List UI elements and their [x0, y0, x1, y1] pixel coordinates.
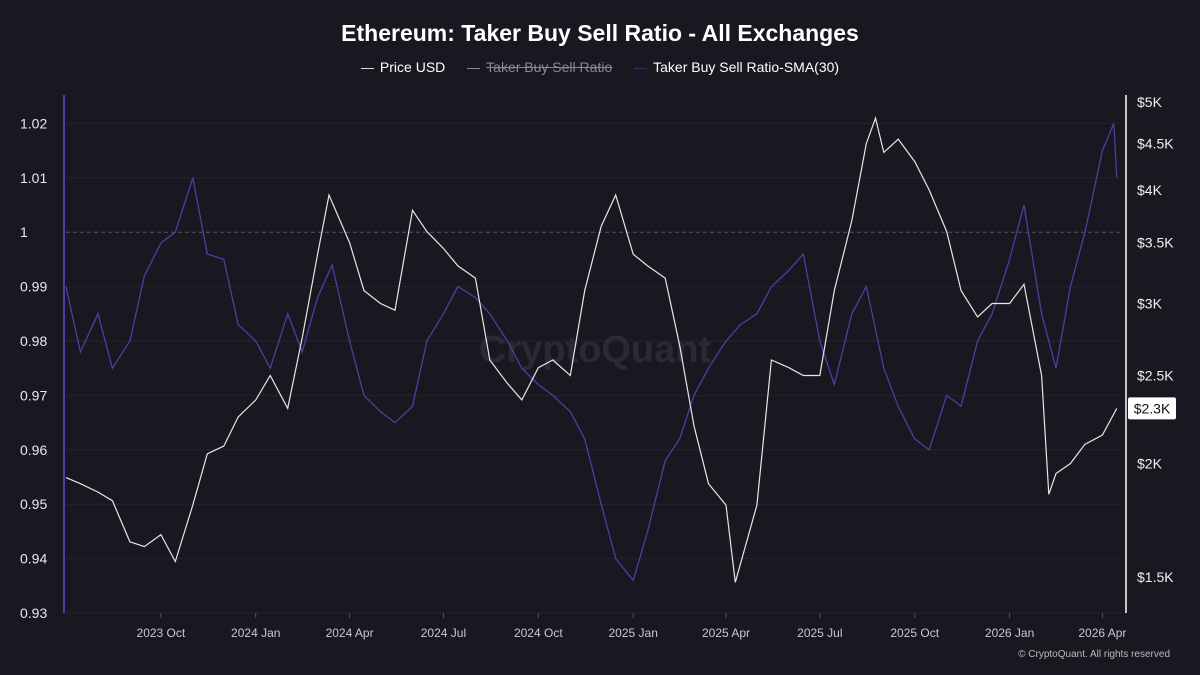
left-tick-label: 0.99 [20, 279, 47, 295]
sma-series-line [65, 123, 1118, 582]
legend: Price USD Taker Buy Sell Ratio Taker Buy… [0, 59, 1200, 75]
right-tick-label: $2.5K [1137, 367, 1174, 383]
watermark: CryptoQuant [479, 329, 712, 371]
left-tick-label: 0.97 [20, 387, 47, 403]
legend-label: Price USD [379, 59, 446, 75]
left-tick-label: 1.02 [20, 115, 47, 131]
x-tick-label: 2026 Jan [985, 626, 1034, 640]
x-tick-label: 2025 Jan [608, 626, 657, 640]
left-tick-label: 0.95 [20, 496, 47, 512]
legend-label: Taker Buy Sell Ratio-SMA(30) [653, 59, 840, 75]
x-tick-label: 2026 Apr [1078, 626, 1126, 640]
right-tick-label: $4.5K [1137, 136, 1174, 152]
left-tick-label: 0.93 [20, 605, 47, 621]
x-tick-label: 2024 Oct [514, 626, 563, 640]
right-tick-label: $3K [1137, 296, 1163, 312]
x-tick-label: 2025 Jul [797, 626, 842, 640]
left-tick-label: 1.01 [20, 170, 47, 186]
x-tick-label: 2024 Jul [421, 626, 466, 640]
legend-swatch [360, 67, 374, 69]
x-tick-label: 2025 Oct [890, 626, 939, 640]
right-tick-label: $2K [1137, 456, 1163, 472]
left-tick-label: 1 [20, 224, 28, 240]
x-tick-label: 2024 Apr [326, 626, 374, 640]
legend-swatch [467, 67, 481, 69]
legend-item-price[interactable]: Price USD [360, 59, 446, 75]
right-tick-label: $1.5K [1137, 569, 1174, 585]
price-series-line [65, 116, 1118, 583]
x-tick-label: 2024 Jan [231, 626, 280, 640]
right-tick-label: $3.5K [1137, 235, 1174, 251]
x-tick-label: 2023 Oct [137, 626, 186, 640]
legend-swatch [634, 67, 648, 69]
legend-label: Taker Buy Sell Ratio [486, 59, 613, 75]
copyright: © CryptoQuant. All rights reserved [1018, 649, 1170, 660]
legend-item-ratio[interactable]: Taker Buy Sell Ratio [467, 59, 612, 75]
right-tick-label: $5K [1137, 94, 1163, 110]
left-tick-label: 0.98 [20, 333, 47, 349]
current-price-badge [1128, 397, 1176, 420]
legend-item-sma[interactable]: Taker Buy Sell Ratio-SMA(30) [634, 59, 839, 75]
x-tick-label: 2025 Apr [702, 626, 750, 640]
chart-title: Ethereum: Taker Buy Sell Ratio - All Exc… [341, 20, 859, 46]
current-price-label: $2.3K [1134, 400, 1171, 416]
left-tick-label: 0.94 [20, 551, 47, 567]
left-tick-label: 0.96 [20, 442, 47, 458]
right-tick-label: $4K [1137, 182, 1163, 198]
